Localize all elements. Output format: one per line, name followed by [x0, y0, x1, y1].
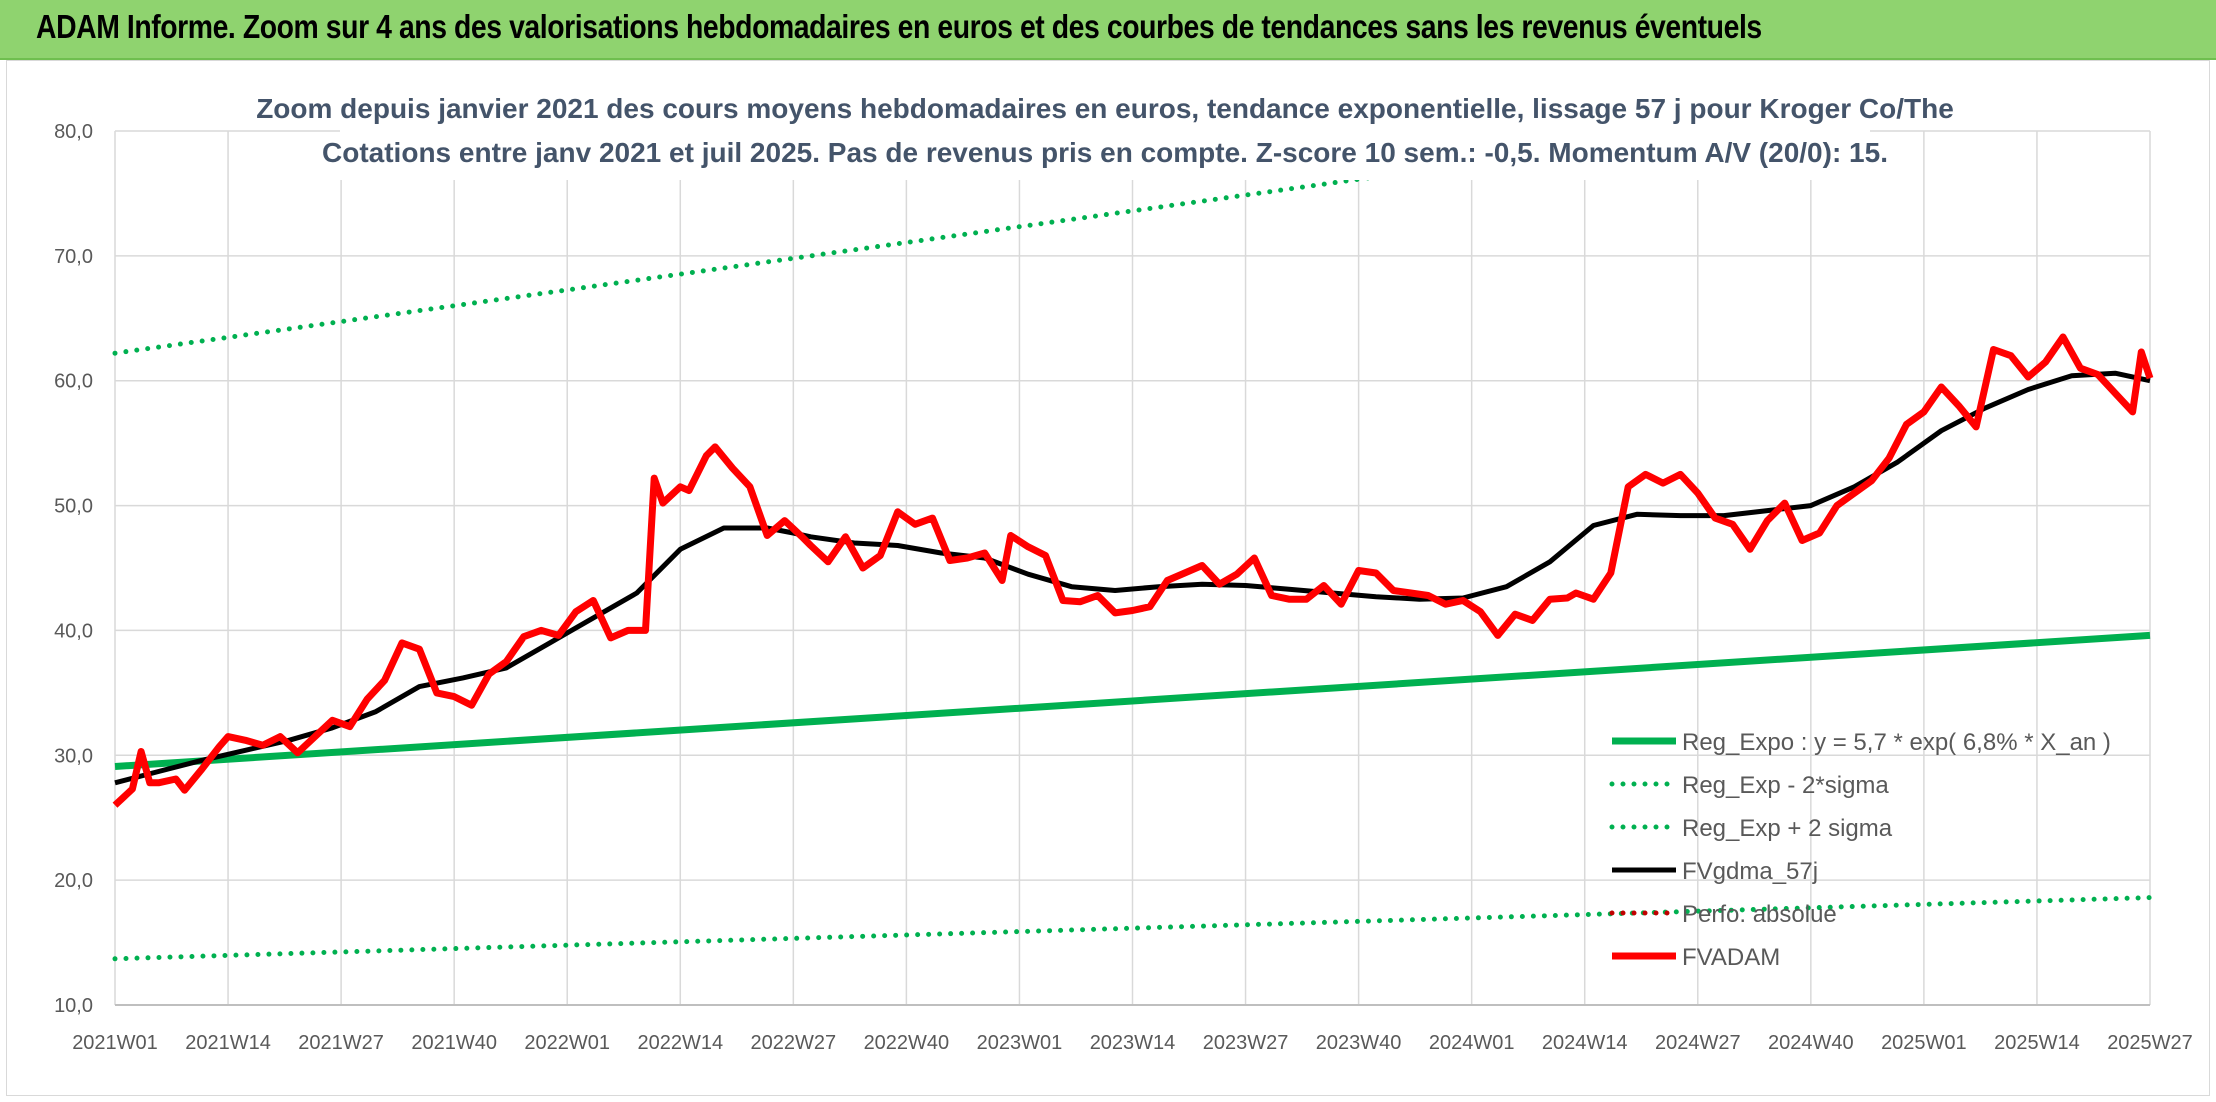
chart-area — [6, 60, 2210, 1096]
x-tick-label: 2025W01 — [1881, 1032, 1967, 1054]
x-tick-label: 2023W01 — [977, 1032, 1063, 1054]
x-tick-label: 2021W27 — [298, 1032, 384, 1054]
chart-subtitle: Cotations entre janv 2021 et juil 2025. … — [322, 137, 1888, 168]
y-tick-label: 40,0 — [54, 620, 93, 642]
y-tick-label: 80,0 — [54, 121, 93, 143]
y-tick-label: 20,0 — [54, 870, 93, 892]
chart-title: Zoom depuis janvier 2021 des cours moyen… — [256, 93, 1954, 124]
series-line-1 — [112, 895, 2153, 962]
legend-label-0: Reg_Expo : y = 5,7 * exp( 6,8% * X_an ) — [1682, 729, 2111, 756]
legend-label-5: FVADAM — [1682, 944, 1780, 971]
y-tick-label: 60,0 — [54, 371, 93, 393]
x-tick-label: 2023W14 — [1090, 1032, 1176, 1054]
title-banner: ADAM Informe. Zoom sur 4 ans des valoris… — [0, 0, 2216, 60]
x-tick-label: 2022W40 — [864, 1032, 950, 1054]
x-tick-label: 2023W40 — [1316, 1032, 1402, 1054]
x-tick-label: 2025W27 — [2107, 1032, 2193, 1054]
legend-label-4: Perfo. absolue — [1682, 901, 1837, 928]
y-tick-label: 70,0 — [54, 246, 93, 268]
y-tick-label: 10,0 — [54, 995, 93, 1017]
series-line-0 — [114, 631, 2151, 770]
series-line-2 — [112, 131, 1722, 356]
series-line-5 — [112, 333, 2154, 808]
title-background — [340, 82, 1870, 180]
legend-label-2: Reg_Exp + 2 sigma — [1682, 815, 1893, 842]
y-tick-label: 50,0 — [54, 496, 93, 518]
x-tick-label: 2024W01 — [1429, 1032, 1515, 1054]
x-tick-label: 2023W27 — [1203, 1032, 1289, 1054]
x-tick-label: 2022W27 — [751, 1032, 837, 1054]
x-tick-label: 2024W14 — [1542, 1032, 1628, 1054]
x-tick-label: 2021W14 — [185, 1032, 271, 1054]
x-tick-label: 2022W01 — [524, 1032, 610, 1054]
page-title: ADAM Informe. Zoom sur 4 ans des valoris… — [36, 8, 1762, 45]
x-tick-label: 2024W27 — [1655, 1032, 1741, 1054]
series-line-3 — [114, 370, 2151, 786]
legend-label-3: FVgdma_57j — [1682, 858, 1818, 885]
x-tick-label: 2022W14 — [637, 1032, 723, 1054]
x-tick-label: 2021W01 — [72, 1032, 158, 1054]
x-tick-label: 2021W40 — [411, 1032, 497, 1054]
x-tick-label: 2024W40 — [1768, 1032, 1854, 1054]
y-tick-label: 30,0 — [54, 745, 93, 767]
x-tick-label: 2025W14 — [1994, 1032, 2080, 1054]
legend-label-1: Reg_Exp - 2*sigma — [1682, 772, 1889, 799]
